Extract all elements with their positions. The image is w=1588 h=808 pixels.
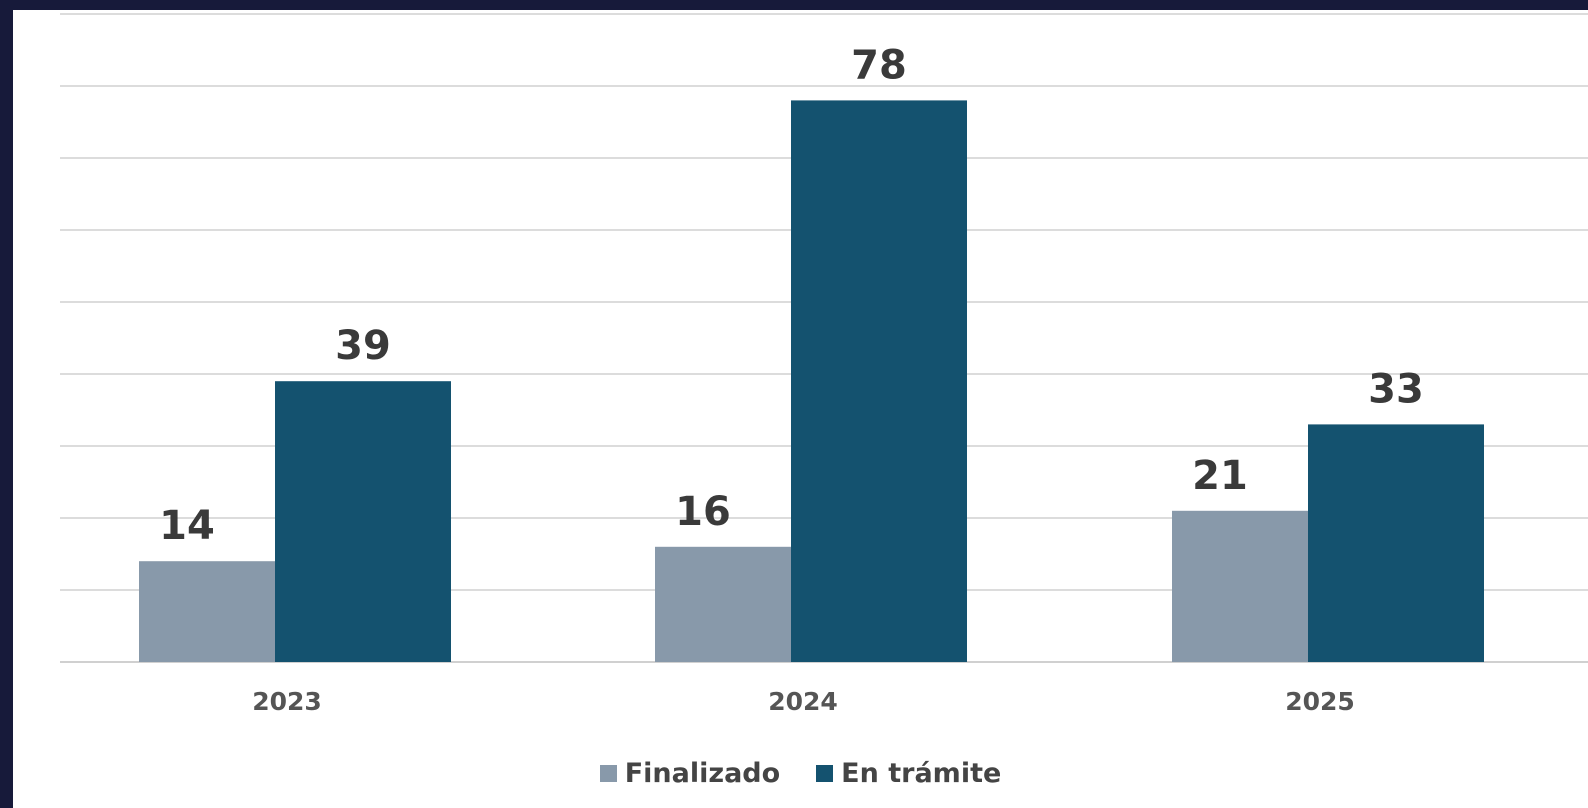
bars xyxy=(139,100,1484,662)
data-label-en-tramite-2023: 39 xyxy=(335,323,391,369)
data-label-finalizado-2023: 14 xyxy=(159,503,215,549)
bar-en-tramite-2025 xyxy=(1308,424,1484,662)
legend-label-finalizado: Finalizado xyxy=(624,758,781,789)
bar-en-tramite-2024 xyxy=(791,100,967,662)
data-label-en-tramite-2024: 78 xyxy=(851,42,907,88)
legend-swatch-en-tramite xyxy=(816,765,834,782)
legend-item-en-tramite: En trámite xyxy=(816,758,1001,789)
bar-finalizado-2024 xyxy=(655,546,791,662)
legend-item-finalizado: Finalizado xyxy=(599,758,781,789)
bar-finalizado-2025 xyxy=(1172,510,1308,662)
chart-frame: 14 39 16 78 21 33 2023 2024 2025 Finalizado En … xyxy=(13,10,1588,808)
x-tick-2023: 2023 xyxy=(252,687,322,716)
legend-label-en-tramite: En trámite xyxy=(841,758,1002,789)
bar-en-tramite-2023 xyxy=(275,381,451,662)
x-tick-2024: 2024 xyxy=(768,687,838,716)
x-axis-ticks: 2023 2024 2025 xyxy=(252,687,1355,716)
data-label-en-tramite-2025: 33 xyxy=(1368,366,1424,412)
legend-swatch-finalizado xyxy=(599,765,617,782)
x-tick-2025: 2025 xyxy=(1285,687,1355,716)
legend: Finalizado En trámite xyxy=(13,758,1588,789)
data-label-finalizado-2025: 21 xyxy=(1192,453,1248,499)
data-labels: 14 39 16 78 21 33 xyxy=(159,42,1424,549)
bar-finalizado-2023 xyxy=(139,561,275,662)
data-label-finalizado-2024: 16 xyxy=(675,489,731,535)
bar-chart: 14 39 16 78 21 33 2023 2024 2025 xyxy=(60,13,1588,716)
